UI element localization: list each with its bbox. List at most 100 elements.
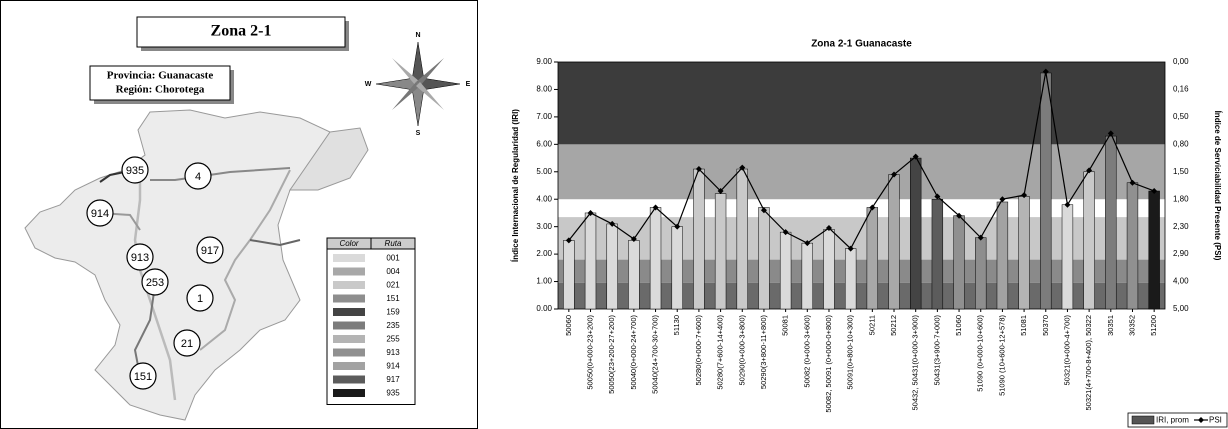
band [558, 282, 1165, 309]
map-title: Zona 2-1 [211, 23, 272, 40]
bar [1083, 171, 1095, 310]
route-marker [173, 329, 201, 357]
line-marker [999, 196, 1006, 203]
legend-route: 235 [386, 321, 400, 330]
route-marker [121, 156, 149, 184]
y2-tick-label: 4,00 [1173, 277, 1189, 286]
bar [996, 201, 1009, 310]
band [558, 144, 1165, 200]
bar [1018, 196, 1030, 310]
line-marker [825, 225, 832, 232]
line-marker [1086, 167, 1093, 174]
compass-label: N [415, 32, 420, 39]
y-tick-label: 0.00 [536, 304, 552, 313]
bar [1040, 72, 1052, 310]
x-tick-label: 50321(0+000-4+700) [1062, 315, 1071, 386]
x-tick-label: 50050(0+000-23+200) [586, 315, 595, 390]
line-marker [1021, 192, 1028, 199]
legend-route: 935 [386, 389, 400, 398]
line-marker [934, 193, 941, 200]
x-tick-label: 51090 (10+600-12+578) [997, 315, 1006, 396]
route-marker [129, 362, 157, 390]
bar [736, 168, 748, 310]
legend-marker [1198, 417, 1204, 423]
band [558, 62, 1165, 145]
x-tick-label: 50082 (0+000-3+600) [802, 314, 811, 387]
route-marker [86, 199, 114, 227]
bar [866, 207, 879, 310]
bar [758, 207, 770, 310]
legend-route: 913 [386, 348, 400, 357]
band [558, 217, 1165, 260]
x-tick-label: 50280(7+600-14+400) [716, 315, 725, 390]
y2-tick-label: 1,80 [1173, 194, 1189, 203]
line-marker [782, 229, 789, 236]
legend-swatch [333, 281, 365, 289]
line-marker [739, 164, 746, 171]
compass [375, 41, 461, 127]
x-tick-label: 50060 [564, 315, 573, 336]
route-line [133, 284, 156, 377]
legend-swatch [333, 308, 365, 316]
legend-label: IRI, prom [1156, 416, 1189, 425]
y2-tick-label: 0,00 [1173, 57, 1189, 66]
line-marker [1064, 201, 1071, 208]
north-area [289, 127, 369, 191]
y-tick-label: 2.00 [536, 249, 552, 258]
compass-arm [416, 82, 444, 110]
bar [584, 212, 597, 310]
route-label: 4 [195, 171, 201, 183]
bar [1126, 182, 1139, 310]
route-label: 914 [91, 208, 109, 220]
x-tick-label: 51200 [1149, 315, 1158, 336]
bar [693, 168, 705, 310]
y-tick-label: 6.00 [536, 139, 552, 148]
route-line [199, 169, 291, 351]
line-marker [869, 204, 876, 211]
y2-tick-label: 5,00 [1173, 304, 1189, 313]
route-line [249, 239, 301, 247]
region: Región: Chorotega [116, 84, 205, 96]
band [558, 259, 1165, 283]
legend-swatch [333, 254, 365, 262]
line [568, 71, 1155, 250]
compass-arm [392, 58, 420, 86]
legend-route: 021 [386, 281, 400, 290]
plot-frame [557, 61, 1166, 310]
x-tick-label: 50050(23+200-27+200) [607, 315, 616, 394]
legend-swatch [333, 375, 365, 384]
info-box [89, 65, 231, 101]
bar [606, 223, 618, 310]
y-tick-label: 9.00 [536, 57, 552, 66]
route-marker [141, 268, 169, 296]
y-tick-label: 4.00 [536, 194, 552, 203]
bar [910, 157, 922, 310]
x-tick-label: 30351 [1106, 315, 1115, 336]
x-tick-label: 50432, 50431(0+000-3+900) [911, 315, 920, 411]
chart-title: Zona 2-1 Guanacaste [811, 39, 912, 50]
x-tick-label: 50040(24+700-30+700) [651, 315, 660, 394]
legend-swatch [333, 362, 365, 370]
compass-label: E [466, 81, 471, 88]
route-label: 253 [146, 277, 164, 289]
y-tick-label: 8.00 [536, 85, 552, 94]
line-marker [1129, 179, 1136, 186]
bar [1061, 204, 1074, 310]
line-marker [1042, 68, 1049, 75]
bar [649, 207, 662, 310]
x-tick-label: 50040(0+000-24+700) [629, 315, 638, 390]
x-tick-label: 50211 [867, 315, 876, 335]
route-label: 21 [181, 338, 193, 350]
bar [844, 248, 857, 310]
line-marker [804, 240, 811, 247]
y2-tick-label: 1,50 [1173, 167, 1189, 176]
bar [823, 229, 835, 310]
y2-tick-label: 0,16 [1173, 85, 1189, 94]
legend-swatch [333, 321, 365, 330]
bar [975, 237, 987, 310]
line-marker [760, 207, 767, 214]
legend-swatch [333, 294, 365, 303]
x-tick-label: 50280(0+000-7+600) [694, 315, 703, 386]
